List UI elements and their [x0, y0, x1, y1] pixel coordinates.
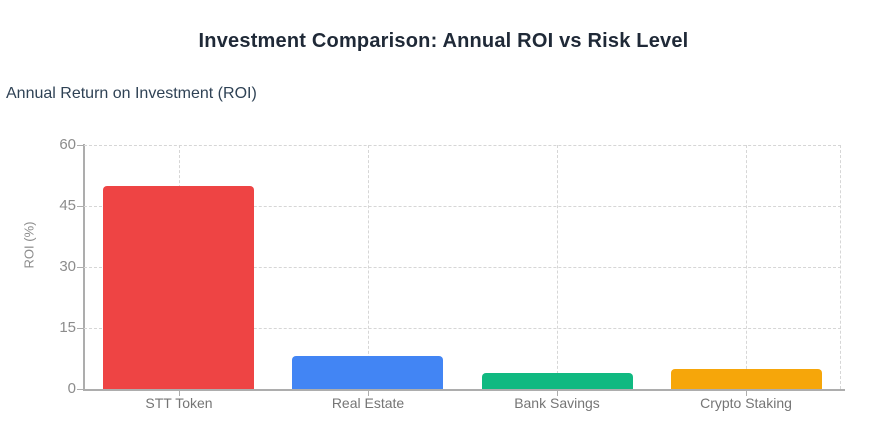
x-tick-mark: [557, 391, 558, 396]
y-tick-label: 30: [59, 258, 76, 275]
x-axis-line: [83, 389, 845, 391]
chart-title: Investment Comparison: Annual ROI vs Ris…: [198, 30, 689, 52]
gridline-vertical: [367, 145, 369, 389]
y-tick-mark: [77, 328, 83, 329]
gridline-vertical: [746, 145, 748, 389]
x-axis-label-crypto-staking: Crypto Staking: [700, 395, 792, 411]
x-axis-label-real-estate: Real Estate: [331, 395, 405, 411]
bar-real-estate: [292, 356, 443, 389]
y-tick-mark: [77, 389, 83, 390]
x-axis-label-stt-token: STT Token: [145, 395, 213, 411]
plot-area: [84, 145, 841, 389]
gridline-horizontal: [84, 328, 841, 329]
section-heading: Annual Return on Investment (ROI): [6, 85, 257, 102]
x-axis-label-bank-savings: Bank Savings: [514, 395, 600, 411]
x-tick-mark: [746, 391, 747, 396]
bar-stt-token: [103, 186, 254, 389]
y-tick-mark: [77, 206, 83, 207]
bar-bank-savings: [482, 373, 633, 389]
y-tick-label: 15: [59, 319, 76, 336]
x-tick-mark: [179, 391, 180, 396]
x-tick-mark: [368, 391, 369, 396]
gridline-vertical: [557, 145, 559, 389]
y-tick-label: 60: [59, 136, 76, 153]
y-tick-mark: [77, 145, 83, 146]
gridline-horizontal: [84, 145, 841, 146]
gridline-vertical-right-border: [840, 145, 841, 389]
y-tick-label: 45: [59, 197, 76, 214]
gridline-horizontal: [84, 206, 841, 207]
bar-crypto-staking: [671, 369, 822, 389]
y-tick-mark: [77, 267, 83, 268]
gridline-horizontal: [84, 267, 841, 268]
y-tick-label: 0: [67, 380, 76, 397]
